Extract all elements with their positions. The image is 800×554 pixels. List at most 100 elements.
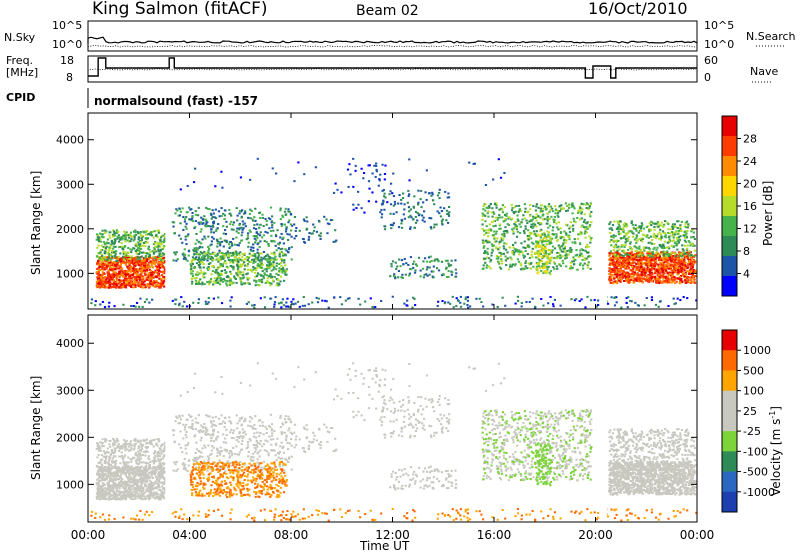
power-cell: [393, 203, 397, 206]
power-cell: [362, 177, 365, 180]
power-cell: [159, 262, 162, 265]
power-cell: [433, 226, 436, 229]
power-cell: [421, 219, 424, 222]
power-cell: [98, 264, 101, 267]
power-cell: [100, 274, 103, 277]
power-cell: [101, 300, 105, 303]
power-cell: [109, 273, 112, 276]
power-cell: [414, 263, 418, 266]
power-cell: [188, 218, 191, 221]
power-cell: [578, 254, 582, 257]
power-cell: [629, 269, 632, 272]
power-cell: [110, 266, 113, 269]
power-cell: [133, 236, 136, 239]
power-cell: [662, 245, 666, 248]
power-cell: [663, 223, 666, 226]
power-cell: [653, 272, 656, 275]
power-cell: [544, 251, 547, 254]
power-cell: [117, 282, 120, 285]
power-cell: [544, 247, 547, 250]
power-cell: [190, 261, 193, 264]
power-cell: [157, 284, 161, 287]
power-cell: [96, 284, 99, 287]
power-cell: [446, 221, 450, 224]
power-cell: [653, 276, 657, 279]
power-cell: [112, 230, 116, 233]
power-cell: [573, 220, 576, 223]
power-cell: [145, 252, 148, 255]
power-cell: [409, 214, 412, 217]
power-cell: [269, 230, 273, 233]
power-cell: [181, 253, 184, 256]
power-cell: [613, 257, 616, 260]
power-cell: [278, 263, 281, 266]
power-cell: [209, 281, 212, 284]
power-cell: [275, 264, 278, 267]
power-cell: [694, 269, 697, 272]
power-cell: [609, 281, 612, 284]
power-cell: [225, 241, 229, 244]
power-cell: [570, 205, 574, 208]
power-cell: [368, 187, 371, 190]
power-cell: [683, 259, 686, 262]
power-cell: [613, 253, 616, 256]
power-cell: [133, 247, 136, 250]
power-cell: [667, 265, 671, 268]
power-cell: [572, 263, 576, 266]
power-cell: [676, 248, 679, 251]
power-cell: [148, 278, 152, 281]
power-cell: [238, 228, 241, 231]
power-cell: [678, 259, 681, 262]
power-cell: [447, 205, 451, 208]
power-cell: [259, 252, 262, 255]
power-cell: [534, 246, 538, 249]
power-cell: [584, 236, 587, 239]
power-cell: [162, 276, 165, 279]
power-cell: [513, 206, 517, 209]
power-cell: [642, 271, 645, 274]
power-cell: [268, 262, 271, 265]
power-cell: [213, 216, 216, 219]
power-cell: [544, 249, 548, 252]
power-cell: [269, 284, 272, 287]
power-cell: [103, 258, 106, 261]
power-cell: [683, 252, 686, 255]
power-cell: [303, 240, 306, 243]
power-cell: [507, 217, 510, 220]
power-cell: [113, 273, 116, 276]
power-cell: [95, 271, 99, 274]
power-cell: [108, 254, 111, 257]
power-cell: [626, 306, 629, 309]
power-cell: [219, 278, 222, 281]
power-cell: [222, 257, 225, 260]
power-cell: [140, 235, 143, 238]
power-cell: [159, 248, 162, 251]
power-cell: [441, 300, 444, 303]
power-cell: [210, 213, 213, 216]
power-cell: [609, 251, 612, 254]
power-cell: [580, 211, 584, 214]
power-cell: [481, 212, 484, 215]
power-cell: [437, 300, 440, 303]
power-cell: [224, 209, 227, 212]
power-cell: [578, 218, 582, 221]
power-cell: [159, 253, 163, 256]
power-cell: [497, 248, 500, 251]
power-cell: [281, 298, 284, 301]
power-cell: [158, 261, 161, 264]
power-cell: [424, 191, 427, 194]
power-cell: [211, 215, 214, 218]
power-cell: [482, 208, 485, 211]
power-cell: [459, 305, 463, 308]
power-cell: [269, 273, 272, 276]
power-cell: [173, 221, 176, 224]
power-cell: [269, 262, 273, 265]
power-cell: [669, 278, 672, 281]
power-cell: [269, 206, 273, 209]
power-cell: [542, 251, 546, 254]
power-cell: [640, 225, 643, 228]
power-cell: [174, 253, 177, 256]
power-cell: [241, 263, 245, 266]
power-cell: [222, 212, 225, 215]
